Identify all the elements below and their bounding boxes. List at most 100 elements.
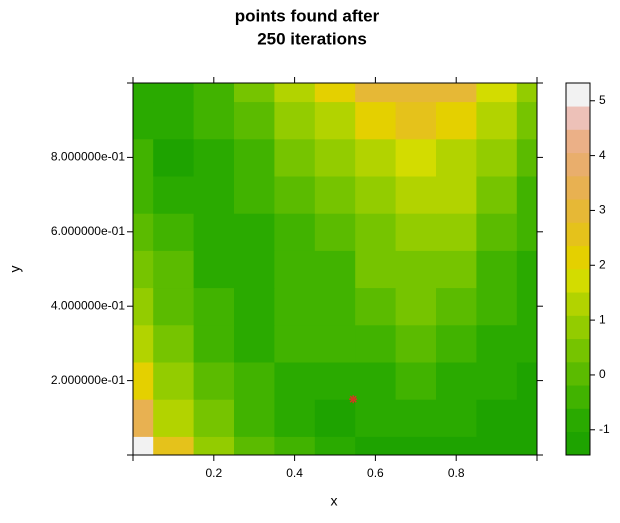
colorkey-band: [566, 408, 590, 433]
cell: [476, 101, 518, 140]
cell: [234, 83, 275, 103]
cell: [436, 362, 477, 400]
plot-frame: [132, 82, 538, 456]
cell: [476, 362, 518, 400]
cell: [314, 83, 356, 103]
cell: [516, 101, 537, 140]
cell: [314, 138, 356, 177]
cell: [153, 101, 195, 140]
cell: [516, 176, 537, 214]
cell: [516, 399, 537, 437]
cell: [355, 176, 397, 214]
cell: [395, 83, 437, 103]
cell: [314, 101, 356, 140]
colorkey-tick-label: -1: [599, 422, 610, 436]
cell: [476, 176, 518, 214]
cell: [436, 101, 477, 140]
x-tick-label: 0.6: [367, 466, 384, 480]
colorkey-band: [566, 338, 590, 363]
cell: [153, 362, 195, 400]
cell: [234, 250, 275, 289]
cell: [436, 83, 477, 103]
cell: [133, 250, 154, 289]
colorkey-band: [566, 176, 590, 200]
cell: [234, 176, 275, 214]
cell: [355, 250, 397, 289]
colorkey-band: [566, 106, 590, 130]
cell: [133, 138, 154, 177]
cell: [153, 324, 195, 363]
cell: [193, 138, 235, 177]
cell: [395, 436, 437, 455]
cell: [395, 213, 437, 251]
cell: [314, 250, 356, 289]
cell: [314, 362, 356, 400]
cell: [476, 399, 518, 437]
cell: [234, 213, 275, 251]
cell: [314, 436, 356, 455]
colorkey-band: [566, 315, 590, 340]
colorkey-band: [566, 431, 590, 456]
colorkey-band: [566, 199, 590, 223]
cell: [355, 399, 397, 437]
cell: [355, 83, 397, 103]
cell: [395, 138, 437, 177]
cell: [133, 101, 154, 140]
cell: [193, 287, 235, 326]
cell: [516, 436, 537, 455]
colorkey-tick-label: 4: [599, 148, 606, 162]
cell: [133, 287, 154, 326]
cell: [153, 287, 195, 326]
cell: [153, 176, 195, 214]
cell: [436, 287, 477, 326]
cell: [234, 287, 275, 326]
colorkey-band: [566, 269, 590, 293]
cell: [436, 176, 477, 214]
cell: [274, 362, 316, 400]
cell: [133, 399, 154, 437]
colorkey-band: [566, 245, 590, 270]
y-tick-label: 2.000000e-01: [51, 373, 125, 387]
cell: [274, 213, 316, 251]
colorkey-band: [566, 292, 590, 316]
cell: [153, 83, 195, 103]
cell: [395, 399, 437, 437]
cell: [436, 250, 477, 289]
cell: [234, 324, 275, 363]
cell: [314, 213, 356, 251]
cell: [193, 362, 235, 400]
cell: [234, 138, 275, 177]
colorkey-tick-label: 2: [599, 257, 606, 271]
cell: [274, 324, 316, 363]
cell: [516, 362, 537, 400]
chart-title: 250 iterations: [257, 29, 367, 48]
cell: [476, 213, 518, 251]
cell: [355, 287, 397, 326]
cell: [133, 362, 154, 400]
y-axis-label: y: [7, 266, 23, 273]
cell: [153, 436, 195, 455]
x-tick-label: 0.2: [205, 466, 222, 480]
cell: [193, 213, 235, 251]
cell: [274, 83, 316, 103]
chart-title: points found after: [235, 6, 380, 25]
cell: [234, 362, 275, 400]
cell: [355, 138, 397, 177]
cell: [133, 436, 154, 455]
cell: [234, 399, 275, 437]
cell: [476, 324, 518, 363]
cell: [314, 399, 356, 437]
x-tick-label: 0.8: [448, 466, 465, 480]
colorkey-band: [566, 362, 590, 386]
cell: [516, 287, 537, 326]
cell: [476, 436, 518, 455]
colorkey-frame: [565, 82, 591, 456]
cell: [476, 250, 518, 289]
colorkey-tick-label: 3: [599, 203, 606, 217]
cell: [193, 250, 235, 289]
cell: [153, 399, 195, 437]
cell: [133, 324, 154, 363]
cell: [274, 287, 316, 326]
cell: [274, 436, 316, 455]
cell: [355, 101, 397, 140]
